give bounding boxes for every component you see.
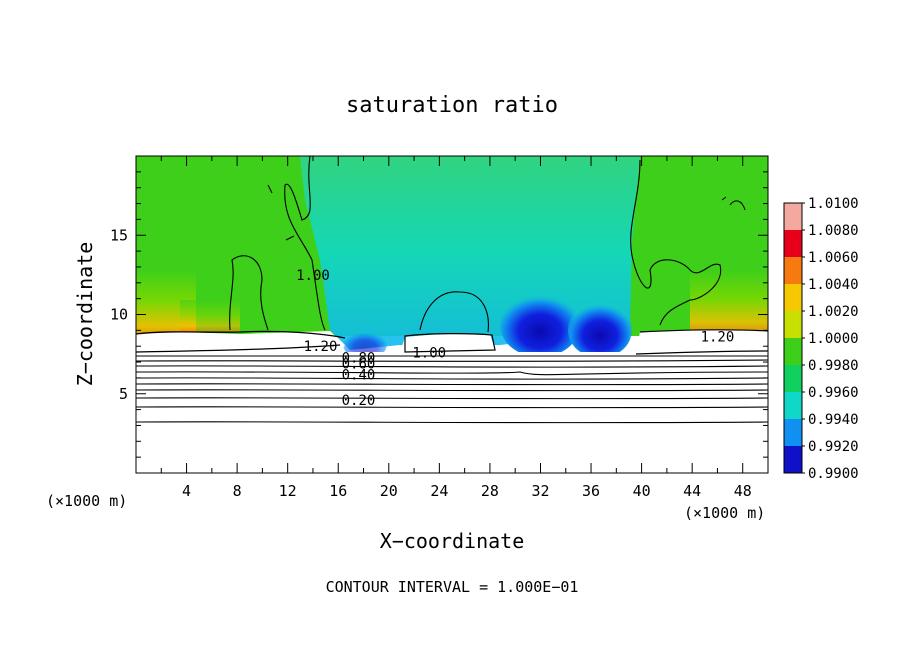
x-tick-label: 28 — [481, 482, 499, 500]
x-tick-label: 40 — [633, 482, 651, 500]
colorbar-band — [784, 338, 802, 365]
colorbar-label: 1.0020 — [808, 304, 859, 320]
colorbar-band — [784, 392, 802, 419]
field-blue-zone-2 — [568, 302, 632, 358]
x-tick-label: 36 — [582, 482, 600, 500]
contour-interval-note: CONTOUR INTERVAL = 1.000E−01 — [326, 578, 579, 596]
colorbar-label: 0.9940 — [808, 412, 859, 428]
x-tick-label: 48 — [734, 482, 752, 500]
y-tick-label: 5 — [119, 385, 128, 403]
x-tick-label: 4 — [182, 482, 191, 500]
colorbar-label: 0.9980 — [808, 358, 859, 374]
field-cloud-right — [636, 330, 768, 354]
field-cloud-mid — [400, 334, 495, 353]
field-cloud-left — [136, 331, 345, 352]
colorbar-label: 1.0080 — [808, 223, 859, 239]
contour-label: 1.20 — [304, 339, 338, 355]
y-axis-label: Z−coordinate — [73, 242, 97, 387]
x-tick-label: 16 — [329, 482, 347, 500]
colorbar-label: 1.0000 — [808, 331, 859, 347]
colorbar-label: 0.9920 — [808, 439, 859, 455]
colorbar-label: 1.0040 — [808, 277, 859, 293]
x-unit-right: (×1000 m) — [684, 504, 765, 522]
x-tick-label: 8 — [233, 482, 242, 500]
x-unit-left: (×1000 m) — [46, 492, 127, 510]
contour-lines — [136, 156, 768, 424]
colorbar-band — [784, 311, 802, 338]
colorbar-band — [784, 365, 802, 392]
plot-area: 1.20 1.20 1.00 1.00 0.800.600.40 0.20 — [136, 156, 768, 473]
colorbar-band — [784, 419, 802, 446]
contour-label: 1.00 — [412, 346, 446, 362]
contour-label: 1.20 — [701, 330, 735, 346]
colorbar-label: 1.0060 — [808, 250, 859, 266]
y-axis: 5 10 15 — [110, 171, 768, 458]
field-blue-zone-1 — [500, 293, 580, 357]
contour-label: 0.60 — [342, 357, 376, 373]
x-axis: 4 8 12 16 20 24 28 32 36 40 44 48 — [160, 156, 752, 500]
y-tick-label: 15 — [110, 226, 128, 244]
field-lower-white — [136, 352, 768, 473]
contour-label: 1.00 — [296, 268, 330, 284]
x-tick-label: 12 — [279, 482, 297, 500]
colorbar-band — [784, 446, 802, 473]
colorbar-band — [784, 257, 802, 284]
colorbar-label: 0.9900 — [808, 466, 859, 482]
colorbar-label: 0.9960 — [808, 385, 859, 401]
colorbar-band — [784, 230, 802, 257]
contour-label: 0.20 — [342, 393, 376, 409]
x-tick-label: 32 — [531, 482, 549, 500]
colorbar-label: 1.0100 — [808, 196, 859, 212]
x-tick-label: 44 — [683, 482, 701, 500]
field-warm-right — [690, 270, 768, 335]
x-axis-label: X−coordinate — [380, 529, 525, 553]
x-tick-label: 20 — [380, 482, 398, 500]
chart-title: saturation ratio — [346, 93, 558, 118]
contour-label: 0.40 — [342, 368, 376, 384]
colorbar: 1.0100 1.0080 1.0060 1.0040 1.0020 1.0000 0.99… — [783, 196, 859, 482]
field-warm-mid — [180, 300, 240, 332]
y-tick-label: 10 — [110, 306, 128, 324]
contour-labels: 1.20 1.20 1.00 1.00 0.800.600.40 0.20 — [296, 268, 734, 409]
colorbar-band — [784, 203, 802, 230]
x-tick-label: 24 — [430, 482, 448, 500]
contour-label: 0.80 — [342, 350, 376, 366]
colorbar-band — [784, 284, 802, 311]
